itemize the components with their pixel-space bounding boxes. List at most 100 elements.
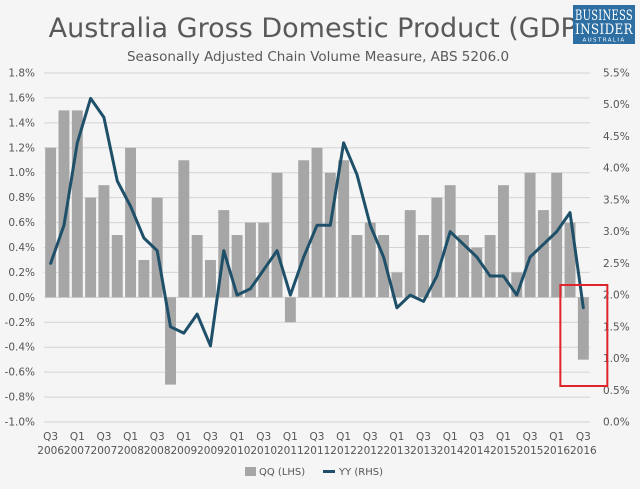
chart-subtitle: Seasonally Adjusted Chain Volume Measure… bbox=[127, 49, 509, 65]
qq-bar bbox=[271, 172, 283, 298]
highlight-box bbox=[559, 284, 609, 387]
x-tick-year: 2007 bbox=[91, 445, 118, 457]
right-tick-label: 5.5% bbox=[603, 68, 630, 80]
qq-bar bbox=[577, 297, 589, 360]
left-tick-label: -1.0% bbox=[5, 417, 35, 429]
qq-bar bbox=[431, 197, 443, 298]
qq-bar bbox=[391, 272, 403, 298]
left-tick-label: -0.2% bbox=[5, 317, 35, 329]
qq-bar bbox=[298, 160, 310, 298]
qq-bar bbox=[471, 247, 483, 298]
qq-bar bbox=[338, 160, 350, 298]
right-tick-label: 0.5% bbox=[603, 385, 630, 397]
qq-bar bbox=[125, 147, 137, 298]
x-tick-year: 2015 bbox=[490, 445, 517, 457]
right-tick-label: 0.0% bbox=[603, 417, 630, 429]
left-tick-label: -0.6% bbox=[5, 367, 35, 379]
qq-bar bbox=[444, 185, 456, 298]
qq-bar bbox=[351, 235, 363, 298]
left-tick-label: 0.8% bbox=[8, 192, 35, 204]
chart-title: Australia Gross Domestic Product (GDP) bbox=[49, 13, 588, 44]
left-tick-label: -0.8% bbox=[5, 392, 35, 404]
qq-bar bbox=[311, 147, 323, 298]
left-tick-label: 1.4% bbox=[8, 117, 35, 129]
x-tick-quarter: Q1 bbox=[230, 431, 245, 443]
qq-bar bbox=[111, 235, 123, 298]
yy-line bbox=[49, 96, 585, 348]
left-axis-ticks: -1.0% -0.8% -0.6% -0.4% -0.2% 0.0% 0.2% 0.4% 0.6… bbox=[5, 68, 35, 429]
qq-bars bbox=[45, 110, 589, 385]
x-tick-year: 2010 bbox=[224, 445, 251, 457]
x-tick-year: 2011 bbox=[304, 445, 331, 457]
qq-bar bbox=[511, 272, 523, 298]
legend: QQ (LHS) YY (RHS) bbox=[245, 467, 383, 478]
x-tick-quarter: Q3 bbox=[203, 431, 218, 443]
qq-bar bbox=[205, 259, 216, 298]
qq-bar bbox=[484, 235, 496, 298]
x-tick-quarter: Q1 bbox=[389, 431, 404, 443]
x-tick-quarter: Q3 bbox=[576, 431, 591, 443]
qq-bar bbox=[378, 235, 390, 298]
right-tick-label: 3.0% bbox=[603, 226, 630, 238]
legend-qq-swatch bbox=[245, 467, 256, 476]
x-tick-quarter: Q1 bbox=[123, 431, 138, 443]
left-tick-label: 0.6% bbox=[8, 217, 35, 229]
left-tick-label: 1.0% bbox=[8, 167, 35, 179]
x-tick-quarter: Q3 bbox=[363, 431, 378, 443]
yy-line-layer bbox=[49, 96, 585, 348]
qq-bar bbox=[551, 172, 563, 298]
legend-qq-label: QQ (LHS) bbox=[259, 467, 305, 478]
qq-bar bbox=[165, 297, 176, 385]
left-tick-label: 0.0% bbox=[8, 292, 35, 304]
x-axis-ticks: Q3 2006 Q1 2007 Q3 2007 Q1 2008 Q3 2008 Q1 2009 Q3 20… bbox=[37, 431, 597, 457]
qq-bar bbox=[45, 147, 57, 298]
x-tick-quarter: Q1 bbox=[443, 431, 458, 443]
logo-line-1: BUSINESS bbox=[575, 8, 633, 24]
x-tick-year: 2016 bbox=[543, 445, 570, 457]
x-tick-year: 2007 bbox=[64, 445, 91, 457]
qq-bar bbox=[244, 222, 256, 298]
left-tick-label: 0.2% bbox=[8, 267, 35, 279]
logo-line-2: INSIDER bbox=[575, 22, 633, 38]
qq-bar bbox=[85, 197, 97, 298]
qq-bar bbox=[138, 259, 150, 298]
qq-bar bbox=[418, 235, 429, 298]
qq-bar bbox=[284, 297, 296, 323]
qq-bar bbox=[258, 222, 270, 298]
x-tick-year: 2016 bbox=[570, 445, 597, 457]
qq-bar bbox=[178, 160, 190, 298]
x-tick-year: 2014 bbox=[437, 445, 464, 457]
x-tick-year: 2015 bbox=[517, 445, 544, 457]
x-tick-year: 2009 bbox=[170, 445, 197, 457]
x-tick-year: 2013 bbox=[410, 445, 437, 457]
x-tick-quarter: Q1 bbox=[176, 431, 191, 443]
x-tick-quarter: Q3 bbox=[416, 431, 431, 443]
right-tick-label: 4.5% bbox=[603, 131, 630, 143]
left-tick-label: -0.4% bbox=[5, 342, 35, 354]
left-tick-label: 1.2% bbox=[8, 142, 35, 154]
left-tick-label: 0.4% bbox=[8, 242, 35, 254]
logo-background bbox=[573, 5, 635, 44]
x-tick-quarter: Q3 bbox=[310, 431, 325, 443]
qq-bar bbox=[497, 185, 509, 298]
qq-bar bbox=[564, 222, 576, 298]
qq-bar bbox=[537, 210, 549, 298]
qq-bar bbox=[524, 172, 536, 298]
qq-bar bbox=[458, 235, 469, 298]
x-tick-quarter: Q1 bbox=[283, 431, 298, 443]
left-tick-label: 1.6% bbox=[8, 92, 35, 104]
qq-bar bbox=[191, 235, 203, 298]
x-tick-year: 2010 bbox=[250, 445, 277, 457]
right-tick-label: 5.0% bbox=[603, 99, 630, 111]
x-tick-year: 2012 bbox=[357, 445, 384, 457]
qq-bar bbox=[58, 110, 70, 298]
x-tick-year: 2011 bbox=[277, 445, 304, 457]
x-tick-year: 2006 bbox=[37, 445, 64, 457]
x-tick-year: 2008 bbox=[117, 445, 144, 457]
legend-yy-label: YY (RHS) bbox=[338, 467, 383, 478]
right-tick-label: 4.0% bbox=[603, 163, 630, 175]
x-tick-quarter: Q1 bbox=[70, 431, 85, 443]
x-tick-quarter: Q3 bbox=[256, 431, 271, 443]
right-tick-label: 3.5% bbox=[603, 194, 630, 206]
x-tick-quarter: Q1 bbox=[336, 431, 351, 443]
